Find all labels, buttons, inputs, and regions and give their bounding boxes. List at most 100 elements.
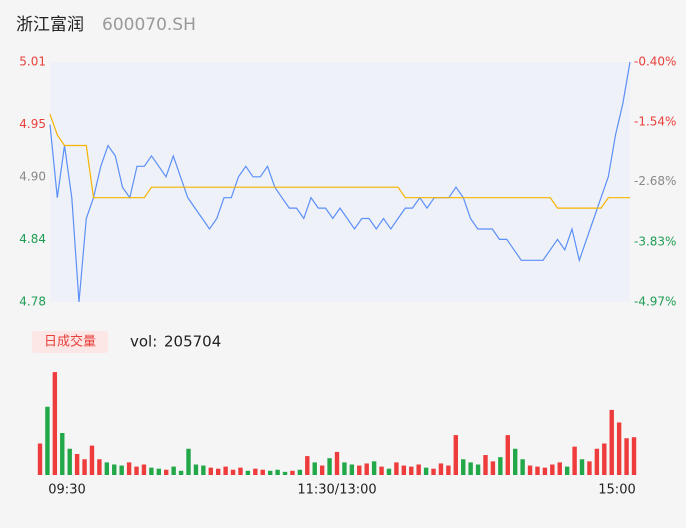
volume-bar — [327, 458, 332, 475]
volume-bar — [208, 467, 213, 475]
volume-bar — [461, 459, 466, 475]
volume-bar — [431, 468, 436, 475]
volume-bar — [171, 466, 176, 475]
y-tick-label: 4.78 — [19, 295, 46, 309]
volume-bar — [371, 461, 377, 475]
volume-bar — [594, 448, 600, 475]
volume-bar — [572, 446, 577, 475]
volume-bar — [364, 463, 369, 475]
x-tick-label: 09:30 — [48, 483, 85, 498]
volume-bar — [223, 466, 228, 475]
volume-bar — [357, 465, 362, 475]
volume-label: vol: — [130, 333, 157, 351]
stock-code: 600070.SH — [102, 15, 196, 35]
volume-bar — [156, 468, 161, 475]
volume-bar — [312, 462, 317, 475]
volume-bar — [527, 465, 533, 475]
y-tick-label: 4.90 — [19, 169, 46, 183]
volume-bar — [37, 443, 43, 475]
volume-bar — [89, 445, 95, 475]
volume-title: 日成交量 — [44, 334, 96, 350]
volume-bar — [45, 406, 50, 475]
volume-bar — [104, 462, 110, 475]
volume-bar — [297, 469, 303, 475]
volume-bar — [164, 469, 169, 475]
volume-bar — [97, 459, 102, 475]
volume-bar — [342, 462, 347, 475]
volume-bar — [126, 462, 132, 475]
x-tick-label: 11:30/13:00 — [297, 483, 376, 498]
series-line — [49, 114, 630, 209]
y2-tick-label: -0.40% — [634, 55, 676, 69]
volume-bar — [275, 469, 280, 475]
volume-bar — [141, 464, 147, 475]
volume-bar — [60, 433, 65, 475]
y2-tick-label: -3.83% — [634, 235, 676, 249]
y-tick-label: 4.84 — [19, 232, 46, 246]
stock-name: 浙江富润 — [16, 15, 84, 35]
y-tick-label: 5.01 — [19, 55, 46, 69]
volume-total: 205704 — [164, 333, 221, 351]
volume-bar — [438, 463, 444, 475]
volume-bar — [67, 448, 72, 475]
volume-bar — [379, 466, 384, 475]
y-tick-label: 4.95 — [19, 117, 46, 131]
volume-bar — [386, 468, 392, 475]
volume-badge — [32, 331, 108, 353]
y2-tick-label: -2.68% — [634, 174, 676, 188]
volume-bar — [401, 465, 407, 475]
volume-bar — [609, 409, 614, 475]
volume-bar — [453, 435, 458, 475]
volume-bar — [349, 464, 355, 475]
volume-bar — [245, 470, 251, 475]
volume-bar — [253, 468, 258, 475]
volume-bar — [149, 467, 154, 475]
volume-bar — [216, 468, 221, 475]
volume-bar — [535, 466, 540, 475]
y2-tick-label: -1.54% — [634, 114, 676, 128]
volume-bar — [542, 467, 548, 475]
volume-bar — [74, 454, 80, 475]
x-tick-label: 15:00 — [598, 483, 635, 498]
volume-bar — [201, 465, 206, 475]
volume-bar — [82, 459, 87, 475]
volume-bar — [550, 464, 555, 475]
volume-bar — [602, 443, 607, 475]
volume-bar — [178, 470, 184, 475]
volume-bar — [186, 448, 191, 475]
volume-bar — [423, 467, 429, 475]
volume-bar — [520, 459, 525, 475]
volume-bar — [475, 464, 481, 475]
volume-bar — [446, 465, 451, 475]
volume-bar — [238, 467, 243, 475]
volume-bar — [498, 457, 503, 475]
volume-bar — [557, 462, 562, 475]
volume-bar — [416, 464, 421, 475]
volume-bar — [334, 451, 340, 475]
volume-bar — [564, 466, 570, 475]
volume-bar — [468, 462, 473, 475]
volume-bar — [579, 459, 585, 475]
series-line — [49, 61, 631, 303]
volume-bar — [260, 469, 265, 475]
volume-bar — [52, 372, 58, 475]
volume-bar — [290, 470, 295, 475]
volume-bar — [624, 438, 629, 475]
volume-bar — [616, 422, 622, 475]
volume-bar — [394, 462, 399, 475]
volume-bar — [483, 455, 488, 475]
volume-bar — [282, 471, 288, 475]
y2-tick-label: -4.97% — [634, 295, 676, 309]
volume-bar — [587, 461, 592, 475]
volume-bar — [631, 437, 637, 475]
volume-bar — [409, 466, 414, 475]
volume-bar — [134, 466, 139, 475]
volume-bar — [230, 469, 236, 475]
volume-bar — [490, 461, 496, 475]
volume-bar — [193, 464, 199, 475]
volume-bar — [505, 435, 510, 475]
volume-bar — [112, 464, 117, 475]
volume-bar — [513, 448, 518, 475]
volume-bar — [319, 465, 325, 475]
